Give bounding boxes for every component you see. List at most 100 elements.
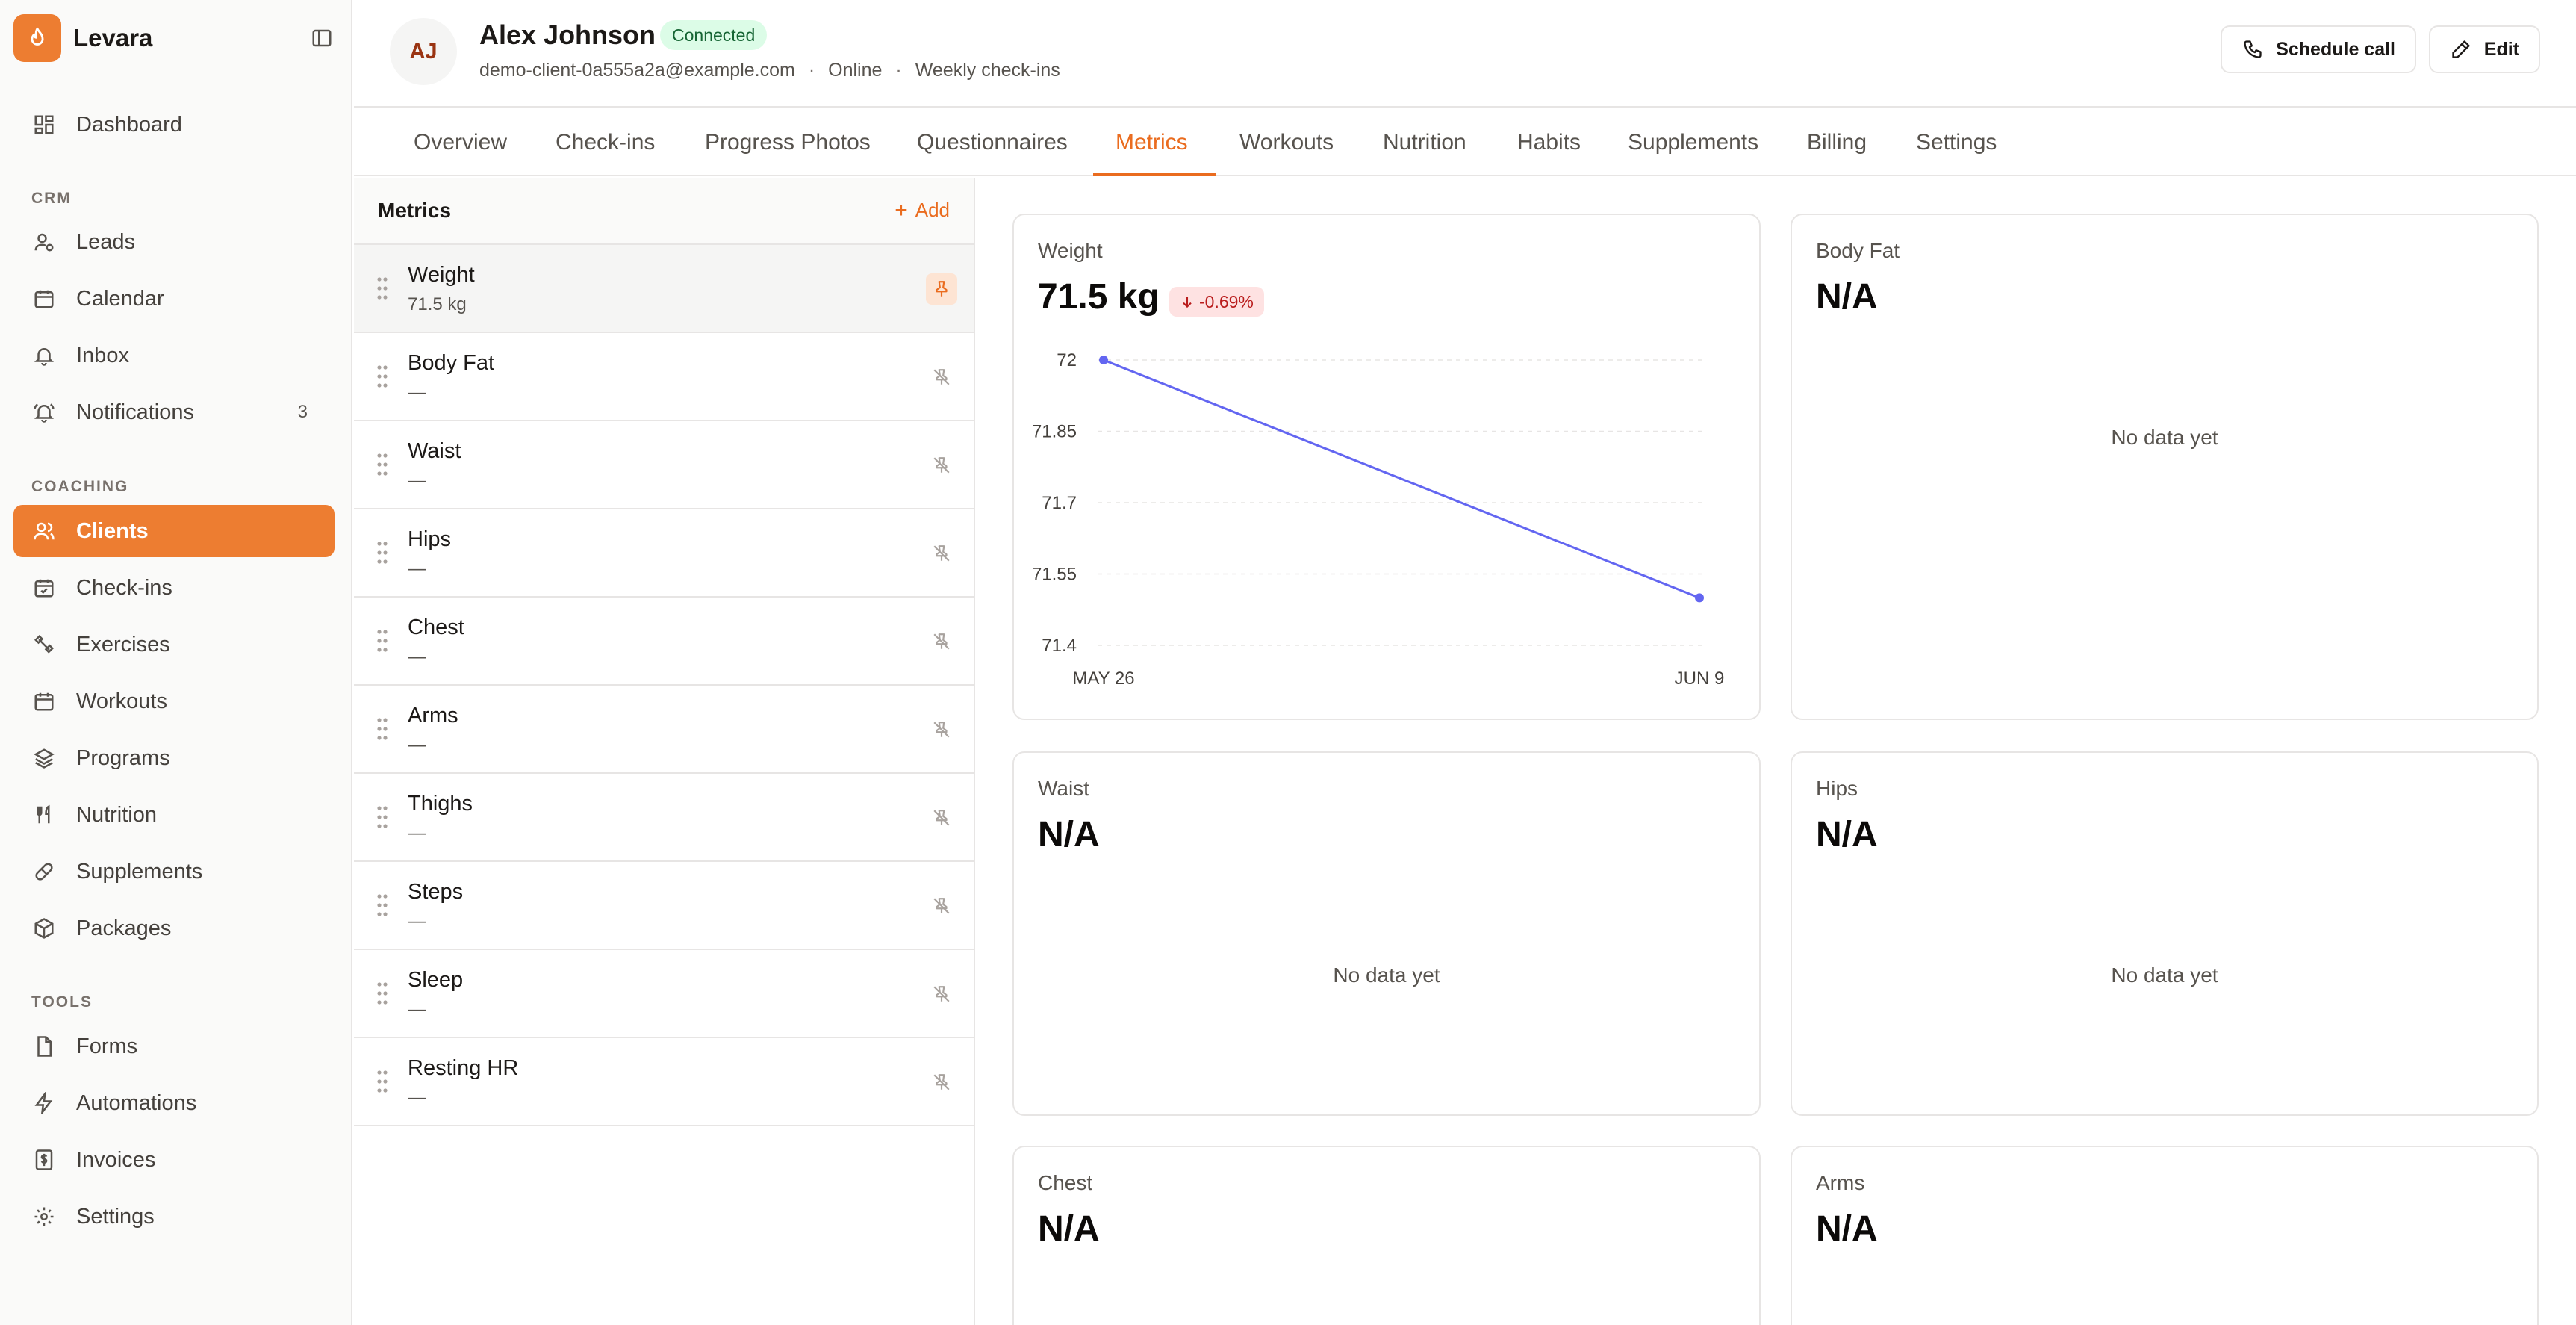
sidebar-item-label: Dashboard <box>76 112 182 137</box>
drag-handle-icon[interactable] <box>376 453 388 477</box>
sidebar-item-label: Calendar <box>76 286 164 311</box>
metric-row[interactable]: Chest — <box>354 598 974 686</box>
metric-row[interactable]: Waist — <box>354 421 974 509</box>
empty-state: No data yet <box>2111 426 2218 449</box>
pin-off-icon[interactable] <box>926 714 957 745</box>
tab-check-ins[interactable]: Check-ins <box>556 130 656 155</box>
sidebar-item-packages[interactable]: Packages <box>13 902 335 955</box>
empty-state: No data yet <box>1333 964 1440 987</box>
sidebar-item-invoices[interactable]: Invoices <box>13 1134 335 1186</box>
tab-supplements[interactable]: Supplements <box>1628 130 1759 155</box>
metric-row[interactable]: Hips — <box>354 509 974 598</box>
sidebar-item-label: Clients <box>76 518 149 543</box>
waist-card[interactable]: Waist N/A No data yet <box>1012 751 1761 1116</box>
brand[interactable]: Levara <box>13 13 342 63</box>
sidebar-item-dashboard[interactable]: Dashboard <box>13 99 335 151</box>
y-tick-label: 71.4 <box>1042 636 1077 656</box>
drag-handle-icon[interactable] <box>376 541 388 565</box>
card-title: Arms <box>1816 1171 1865 1194</box>
body-fat-card[interactable]: Body Fat N/A No data yet <box>1791 214 2539 720</box>
sidebar-item-notifications[interactable]: Notifications 3 <box>13 386 335 438</box>
drag-handle-icon[interactable] <box>376 629 388 653</box>
drag-handle-icon[interactable] <box>376 1070 388 1093</box>
pin-off-icon[interactable] <box>926 890 957 922</box>
sidebar-item-forms[interactable]: Forms <box>13 1020 335 1073</box>
metric-row[interactable]: Arms — <box>354 686 974 774</box>
tab-overview[interactable]: Overview <box>414 130 508 155</box>
sidebar-item-automations[interactable]: Automations <box>13 1077 335 1129</box>
drag-handle-icon[interactable] <box>376 717 388 741</box>
sidebar-toggle-icon[interactable] <box>309 25 335 51</box>
tab-nutrition[interactable]: Nutrition <box>1383 130 1466 155</box>
hips-card[interactable]: Hips N/A No data yet <box>1791 751 2539 1116</box>
sidebar-item-label: Inbox <box>76 343 129 367</box>
tab-metrics[interactable]: Metrics <box>1116 130 1188 155</box>
y-tick-label: 71.7 <box>1042 493 1077 513</box>
metric-row[interactable]: Thighs — <box>354 774 974 862</box>
tab-habits[interactable]: Habits <box>1517 130 1581 155</box>
sidebar-item-supplements[interactable]: Supplements <box>13 845 335 898</box>
tab-progress-photos[interactable]: Progress Photos <box>705 130 871 155</box>
sidebar-item-settings[interactable]: Settings <box>13 1191 335 1243</box>
drag-handle-icon[interactable] <box>376 981 388 1005</box>
metric-row[interactable]: Steps — <box>354 862 974 950</box>
sidebar-item-workouts[interactable]: Workouts <box>13 675 335 727</box>
drag-handle-icon[interactable] <box>376 276 388 300</box>
dashboard-icon <box>31 112 57 137</box>
schedule-call-label: Schedule call <box>2276 38 2395 60</box>
arms-card[interactable]: Arms N/A <box>1791 1146 2539 1325</box>
arrow-down-icon <box>1183 297 1192 308</box>
sidebar-item-leads[interactable]: Leads <box>13 216 335 268</box>
sidebar-item-check-ins[interactable]: Check-ins <box>13 562 335 614</box>
sidebar-item-clients[interactable]: Clients <box>13 505 335 557</box>
pin-off-icon[interactable] <box>926 626 957 657</box>
sidebar-item-inbox[interactable]: Inbox <box>13 329 335 382</box>
sidebar-item-label: Exercises <box>76 632 170 657</box>
drag-handle-icon[interactable] <box>376 893 388 917</box>
metrics-list-panel: Metrics + Add Weight 71.5 kg Body Fat — … <box>354 178 975 1325</box>
edit-button[interactable]: Edit <box>2428 25 2540 73</box>
metric-row[interactable]: Sleep — <box>354 950 974 1038</box>
pin-off-icon[interactable] <box>926 978 957 1010</box>
sidebar-item-exercises[interactable]: Exercises <box>13 618 335 671</box>
pin-off-icon[interactable] <box>926 450 957 481</box>
sidebar-item-calendar[interactable]: Calendar <box>13 273 335 325</box>
add-metric-label: Add <box>915 199 950 221</box>
pin-off-icon[interactable] <box>926 361 957 393</box>
add-metric-button[interactable]: + Add <box>895 199 950 222</box>
drag-handle-icon[interactable] <box>376 364 388 388</box>
tab-workouts[interactable]: Workouts <box>1239 130 1334 155</box>
pin-off-icon[interactable] <box>926 1067 957 1098</box>
pin-icon[interactable] <box>926 273 957 305</box>
metric-row[interactable]: Resting HR — <box>354 1038 974 1126</box>
y-tick-label: 72 <box>1057 350 1077 370</box>
user-icon <box>31 229 57 255</box>
metric-name: Hips <box>408 527 452 551</box>
client-cadence: Weekly check-ins <box>915 60 1060 81</box>
metric-row[interactable]: Body Fat — <box>354 333 974 421</box>
card-value: N/A <box>1816 277 1878 317</box>
flame-icon <box>13 14 61 62</box>
metric-row[interactable]: Weight 71.5 kg <box>354 245 974 333</box>
metric-name: Waist <box>408 439 461 463</box>
chest-card[interactable]: Chest N/A <box>1012 1146 1761 1325</box>
pin-off-icon[interactable] <box>926 538 957 569</box>
change-value: -0.69% <box>1199 291 1254 311</box>
weight-card[interactable]: Weight 71.5 kg -0.69% 72 71.85 71.7 71.55 71… <box>1012 214 1761 720</box>
metric-value: — <box>408 823 426 843</box>
card-value: N/A <box>1038 815 1100 854</box>
metric-value: — <box>408 1087 426 1108</box>
tab-settings[interactable]: Settings <box>1916 130 1997 155</box>
metric-name: Resting HR <box>408 1056 519 1080</box>
meta-separator: · <box>808 60 815 81</box>
sidebar-item-nutrition[interactable]: Nutrition <box>13 789 335 841</box>
tab-billing[interactable]: Billing <box>1807 130 1867 155</box>
pin-off-icon[interactable] <box>926 802 957 834</box>
weight-series-line <box>1103 359 1700 599</box>
sidebar-item-programs[interactable]: Programs <box>13 732 335 784</box>
y-tick-label: 71.55 <box>1032 565 1077 585</box>
drag-handle-icon[interactable] <box>376 805 388 829</box>
schedule-call-button[interactable]: Schedule call <box>2221 25 2416 73</box>
pill-icon <box>31 859 57 884</box>
tab-questionnaires[interactable]: Questionnaires <box>917 130 1068 155</box>
